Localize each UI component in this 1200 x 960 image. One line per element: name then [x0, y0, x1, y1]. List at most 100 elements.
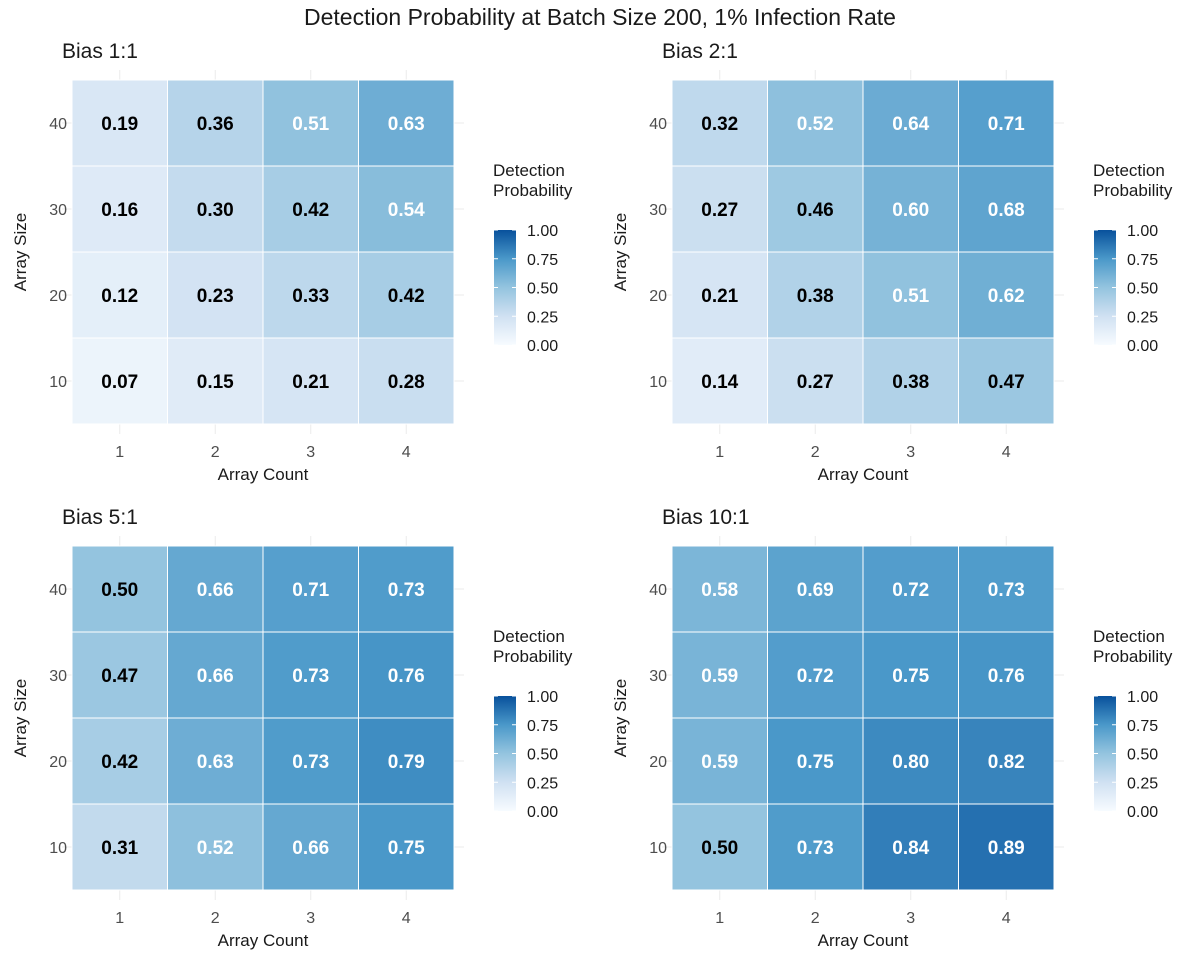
cell-value-label: 0.42	[388, 286, 425, 307]
y-tick-label: 40	[649, 116, 667, 133]
cell-value-label: 0.38	[892, 372, 929, 393]
panel-1: 0.07 0.15 0.21 0.28 0.12 0.23 0.33 0.42 0.16 0.30…	[11, 40, 573, 484]
cell-value-label: 0.64	[892, 114, 929, 135]
y-tick-label: 30	[49, 202, 67, 219]
x-tick-label: 3	[906, 444, 915, 461]
legend-tick-label: 0.75	[1127, 252, 1158, 269]
x-tick-label: 2	[811, 910, 820, 927]
heatmap-cell	[358, 545, 455, 633]
legend-tick-label: 0.00	[527, 804, 558, 821]
legend-title: Detection	[1093, 627, 1165, 646]
x-tick-label: 1	[715, 444, 724, 461]
heatmap-cell	[767, 79, 864, 167]
heatmap-cell	[767, 337, 864, 425]
cell-value-label: 0.75	[892, 666, 929, 687]
cell-value-label: 0.31	[101, 838, 138, 859]
heatmap-cell	[167, 165, 264, 253]
heatmap-cell	[262, 79, 359, 167]
heatmap-cell	[167, 803, 264, 891]
heatmap-cell	[767, 717, 864, 805]
cell-value-label: 0.07	[101, 372, 138, 393]
legend-tick-label: 1.00	[1127, 689, 1158, 706]
heatmap-cell	[358, 251, 455, 339]
cell-value-label: 0.71	[292, 580, 329, 601]
cell-value-label: 0.42	[292, 200, 329, 221]
heatmap-cell	[262, 803, 359, 891]
heatmap-cell	[671, 337, 768, 425]
cell-value-label: 0.12	[101, 286, 138, 307]
heatmap-cell	[671, 251, 768, 339]
cell-value-label: 0.21	[701, 286, 738, 307]
heatmap-cell	[862, 79, 959, 167]
cell-value-label: 0.27	[701, 200, 738, 221]
panel-title: Bias 5:1	[62, 506, 138, 529]
heatmap-cell	[358, 79, 455, 167]
x-tick-label: 4	[1002, 444, 1011, 461]
heatmap-cell	[262, 631, 359, 719]
heatmap-cell	[358, 631, 455, 719]
cell-value-label: 0.71	[988, 114, 1025, 135]
heatmap-cell	[862, 545, 959, 633]
heatmap-cell	[862, 631, 959, 719]
x-tick-label: 3	[306, 444, 315, 461]
cell-value-label: 0.19	[101, 114, 138, 135]
cell-value-label: 0.60	[892, 200, 929, 221]
cell-value-label: 0.33	[292, 286, 329, 307]
x-tick-label: 2	[211, 444, 220, 461]
heatmap-cell	[167, 545, 264, 633]
y-tick-label: 40	[49, 582, 67, 599]
y-tick-label: 30	[49, 668, 67, 685]
cell-value-label: 0.84	[892, 838, 929, 859]
y-tick-label: 20	[49, 754, 67, 771]
y-tick-label: 20	[649, 288, 667, 305]
heatmap-cell	[767, 545, 864, 633]
x-axis-title: Array Count	[818, 465, 909, 484]
y-tick-label: 40	[649, 582, 667, 599]
panel-title: Bias 2:1	[662, 40, 738, 63]
cell-value-label: 0.51	[292, 114, 329, 135]
cell-value-label: 0.46	[797, 200, 834, 221]
cell-value-label: 0.47	[101, 666, 138, 687]
cell-value-label: 0.36	[197, 114, 234, 135]
legend-tick-label: 0.25	[1127, 309, 1158, 326]
x-tick-label: 3	[306, 910, 315, 927]
cell-value-label: 0.73	[988, 580, 1025, 601]
legend-tick-label: 1.00	[527, 689, 558, 706]
heatmap-cell	[167, 79, 264, 167]
legend-title: Detection	[493, 161, 565, 180]
panel-2: 0.14 0.27 0.38 0.47 0.21 0.38 0.51 0.62 0.27 0.46…	[611, 40, 1173, 484]
y-tick-label: 10	[649, 840, 667, 857]
heatmap-cell	[958, 337, 1055, 425]
heatmap-cell	[862, 251, 959, 339]
heatmap-cell	[71, 717, 168, 805]
cell-value-label: 0.66	[292, 838, 329, 859]
legend-title: Probability	[493, 647, 573, 666]
heatmap-cell	[71, 803, 168, 891]
x-tick-label: 3	[906, 910, 915, 927]
legend-tick-label: 0.00	[1127, 804, 1158, 821]
heatmap-cell	[262, 337, 359, 425]
x-tick-label: 4	[402, 910, 411, 927]
legend-tick-label: 0.00	[1127, 338, 1158, 355]
cell-value-label: 0.28	[388, 372, 425, 393]
cell-value-label: 0.76	[988, 666, 1025, 687]
y-axis-title: Array Size	[611, 679, 630, 757]
heatmap-cell	[862, 803, 959, 891]
heatmap-cell	[958, 79, 1055, 167]
cell-value-label: 0.82	[988, 752, 1025, 773]
legend-tick-label: 0.50	[1127, 747, 1158, 764]
x-tick-label: 1	[715, 910, 724, 927]
cell-value-label: 0.63	[388, 114, 425, 135]
x-tick-label: 1	[115, 910, 124, 927]
x-axis-title: Array Count	[218, 931, 309, 950]
heatmap-cell	[671, 717, 768, 805]
heatmap-cell	[71, 545, 168, 633]
panel-3: 0.31 0.52 0.66 0.75 0.42 0.63 0.73 0.79 0.47 0.66…	[11, 506, 573, 950]
legend-tick-label: 0.75	[527, 718, 558, 735]
y-tick-label: 10	[49, 374, 67, 391]
y-axis-title: Array Size	[611, 213, 630, 291]
x-tick-label: 4	[1002, 910, 1011, 927]
panel-title: Bias 1:1	[62, 40, 138, 63]
y-axis-title: Array Size	[11, 213, 30, 291]
